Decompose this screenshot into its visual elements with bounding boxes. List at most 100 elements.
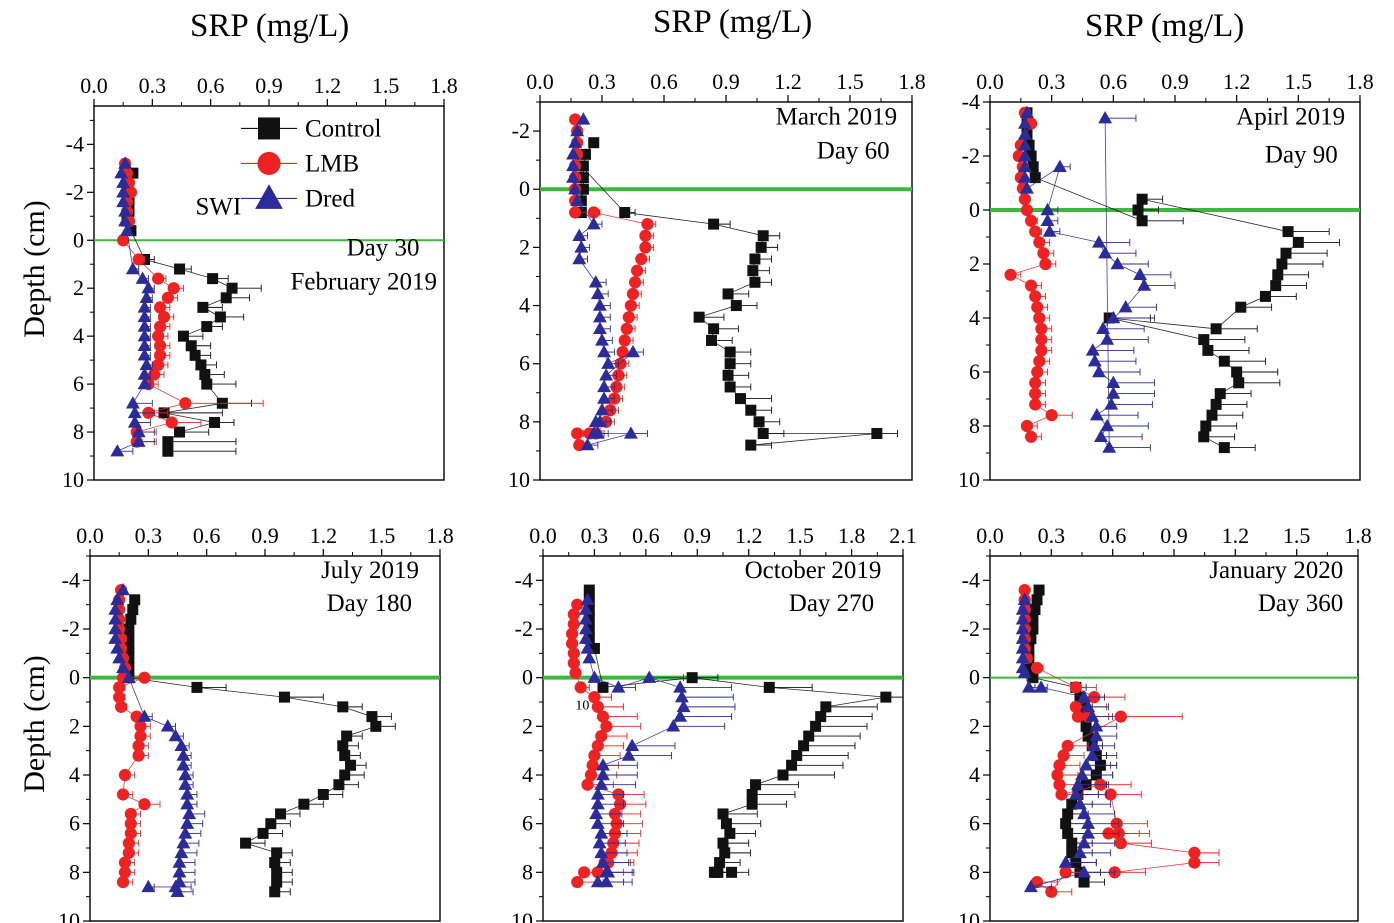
lmb-point [1059, 866, 1072, 879]
chart-annotation: Day 60 [817, 138, 890, 165]
lmb-point [1030, 661, 1044, 675]
control-point [871, 427, 883, 439]
lmb-point [179, 397, 192, 410]
dred-point [1100, 332, 1115, 345]
control-point [1136, 215, 1148, 227]
x-tick-label: 1.2 [1222, 523, 1250, 548]
lmb-point [154, 320, 167, 333]
control-point [1066, 837, 1078, 849]
dred-point [673, 709, 688, 722]
control-point [1218, 442, 1230, 454]
dred-point [1094, 429, 1108, 442]
y-tick-label: -4 [515, 567, 533, 592]
y-tick-label: 4 [522, 762, 533, 787]
control-point [708, 323, 720, 335]
lmb-point [639, 241, 652, 254]
x-tick-label: 0.9 [1161, 69, 1189, 94]
dred-point [578, 631, 593, 644]
dred-point [621, 748, 636, 761]
control-point [1198, 334, 1210, 346]
x-tick-label: 0.3 [588, 69, 616, 94]
dred-point [1075, 767, 1089, 781]
dred-point [1077, 806, 1091, 820]
dred-point [1118, 300, 1133, 313]
dred-point [1020, 181, 1034, 194]
y-tick-label: 6 [969, 359, 980, 384]
control-point [189, 349, 201, 361]
control-point [177, 330, 189, 342]
dred-point [599, 368, 614, 381]
control-point [1233, 377, 1245, 389]
control-point [257, 827, 269, 839]
control-point [185, 340, 197, 352]
control-series-line [1026, 112, 1299, 448]
dred-point [168, 879, 183, 893]
control-point [803, 730, 815, 742]
dred-point [590, 816, 605, 829]
control-point [1276, 258, 1288, 270]
control-point [730, 300, 742, 312]
lmb-point [1071, 710, 1085, 723]
dred-point [131, 434, 146, 447]
control-point [1292, 236, 1304, 248]
lmb-point [1029, 225, 1042, 238]
control-point [749, 253, 761, 265]
y-tick-label: 6 [519, 351, 530, 376]
dred-point [588, 275, 603, 288]
y-tick-label: -4 [62, 567, 80, 592]
control-point [588, 137, 600, 149]
x-tick-label: 0.0 [529, 523, 557, 548]
dred-point [1085, 709, 1100, 722]
dred-point [1073, 797, 1087, 810]
x-tick-label: 0.6 [650, 69, 678, 94]
y-tick-label: -2 [66, 179, 84, 204]
y-tick-label: 2 [73, 275, 84, 300]
column-title-3: SRP (mg/L) [1085, 8, 1245, 44]
control-point [162, 445, 174, 457]
control-point [162, 436, 174, 448]
y-tick-label: 10 [958, 467, 980, 492]
lmb-point [1025, 214, 1038, 227]
dred-point [127, 405, 142, 419]
dred-point [108, 602, 123, 615]
control-point [724, 381, 736, 393]
chart-panel-march-2019: 0.0 0.3 0.6 0.9 1.2 1.5 1.8 -2 0 2 4 6 8 10 March 2019… [508, 69, 926, 492]
x-tick-label: 0.6 [197, 73, 225, 98]
control-point [1210, 323, 1222, 335]
control-point [123, 633, 135, 645]
dred-point [574, 240, 589, 253]
x-tick-label: 0.0 [80, 73, 108, 98]
y-tick-label: 0 [969, 665, 980, 690]
control-point [1074, 691, 1086, 703]
lmb-point [122, 846, 135, 859]
control-point [1272, 269, 1284, 281]
x-tick-label: 1.2 [310, 523, 338, 548]
control-point [271, 876, 283, 888]
y-tick-label: 8 [69, 859, 80, 884]
y-tick-label: -2 [515, 616, 533, 641]
control-point [1202, 344, 1214, 356]
dred-point [139, 290, 154, 303]
control-point [1082, 730, 1094, 742]
lmb-point [587, 206, 600, 219]
dred-point [137, 376, 152, 390]
control-point [125, 613, 137, 625]
control-point [339, 769, 351, 781]
lmb-point [1114, 710, 1127, 723]
control-point [1280, 247, 1292, 259]
dred-point [114, 165, 129, 179]
control-point [597, 681, 609, 693]
dred-point [588, 414, 603, 428]
x-tick-label: 1.8 [1346, 69, 1374, 94]
dred-point [1089, 728, 1104, 742]
dred-point [592, 835, 607, 849]
dred-point [174, 738, 189, 751]
dred-point [1021, 680, 1036, 693]
dred-point [137, 348, 152, 361]
lmb-point [1053, 759, 1066, 772]
chart-panel-january-2020: 0.0 0.3 0.6 0.9 1.2 1.5 1.8 -4 -2 0 2 4 6 8 10 January … [958, 523, 1372, 923]
control-point [719, 847, 731, 859]
chart-annotation: February 2019 [291, 268, 438, 295]
control-point [337, 701, 349, 713]
control-point [791, 750, 803, 762]
